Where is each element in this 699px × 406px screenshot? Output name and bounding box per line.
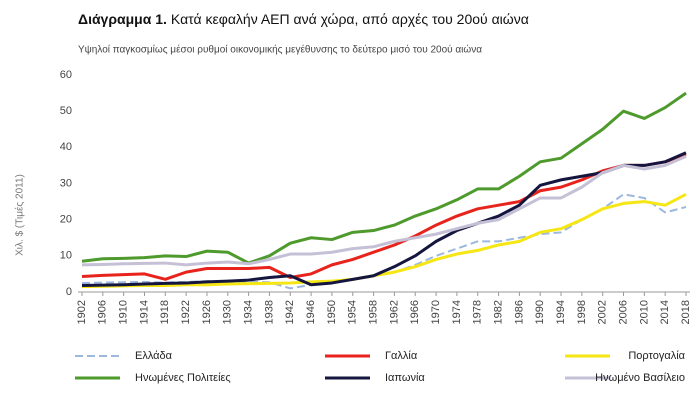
subtitle: Υψηλοί παγκοσμίως μέσοι ρυθμοί οικονομικ… — [78, 44, 482, 56]
series-line — [81, 153, 687, 281]
y-tick-label: 10 — [60, 250, 72, 262]
series-line — [81, 193, 687, 289]
y-tick-label: 40 — [60, 141, 72, 153]
series-line — [81, 151, 687, 287]
x-tick-label: 1986 — [513, 300, 525, 324]
x-tick-label: 1914 — [138, 300, 150, 324]
x-tick-label: 1950 — [326, 300, 338, 324]
legend-label: Ηνωμένες Πολιτείες — [135, 372, 231, 384]
y-tick-label: 50 — [60, 105, 72, 117]
x-tick-label: 2018 — [680, 300, 692, 324]
x-tick-label: 1934 — [243, 300, 255, 324]
title-text: Κατά κεφαλήν ΑΕΠ ανά χώρα, από αρχές του… — [171, 11, 529, 27]
chart-title: Διάγραμμα 1. Κατά κεφαλήν ΑΕΠ ανά χώρα, α… — [78, 11, 529, 27]
title-label: Διάγραμμα 1. — [78, 11, 167, 27]
x-tick-label: 1946 — [305, 300, 317, 324]
x-tick-label: 2006 — [617, 300, 629, 324]
x-tick-label: 2014 — [659, 300, 671, 324]
x-tick-label: 1918 — [159, 300, 171, 324]
series-line — [81, 91, 687, 265]
x-tick-label: 1970 — [430, 300, 442, 324]
y-tick-label: 30 — [60, 177, 72, 189]
x-tick-label: 1982 — [492, 300, 504, 324]
x-tick-label: 1978 — [472, 300, 484, 324]
x-tick-label: 1974 — [451, 300, 463, 324]
x-tick-label: 1926 — [201, 300, 213, 324]
legend-label: Ιαπωνία — [385, 372, 425, 384]
y-tick-label: 20 — [60, 214, 72, 226]
y-tick-label: 60 — [60, 69, 72, 81]
x-tick-label: 1902 — [76, 300, 88, 324]
x-tick-label: 1966 — [409, 300, 421, 324]
legend-label: Γαλλία — [385, 350, 418, 362]
x-tick-label: 1922 — [180, 300, 192, 324]
x-tick-label: 1910 — [118, 300, 130, 324]
y-axis-label: Χιλ. $ (Τιμές 2011) — [14, 174, 26, 256]
x-tick-label: 1958 — [367, 300, 379, 324]
x-tick-label: 1930 — [222, 300, 234, 324]
legend-label: Πορτογαλία — [628, 350, 685, 362]
legend-label: Ηνωμένο Βασίλειο — [595, 372, 685, 384]
x-tick-label: 1962 — [388, 300, 400, 324]
y-tick-label: 0 — [66, 286, 72, 298]
x-tick-label: 1990 — [534, 300, 546, 324]
x-tick-label: 1998 — [576, 300, 588, 324]
x-tick-label: 1938 — [263, 300, 275, 324]
legend-label: Ελλάδα — [135, 350, 173, 362]
series-line — [81, 154, 687, 267]
x-tick-label: 2002 — [597, 300, 609, 324]
x-tick-label: 1954 — [347, 300, 359, 324]
x-tick-label: 1942 — [284, 300, 296, 324]
x-tick-label: 1994 — [555, 300, 567, 324]
x-tick-label: 2010 — [638, 300, 650, 324]
x-tick-label: 1906 — [97, 300, 109, 324]
